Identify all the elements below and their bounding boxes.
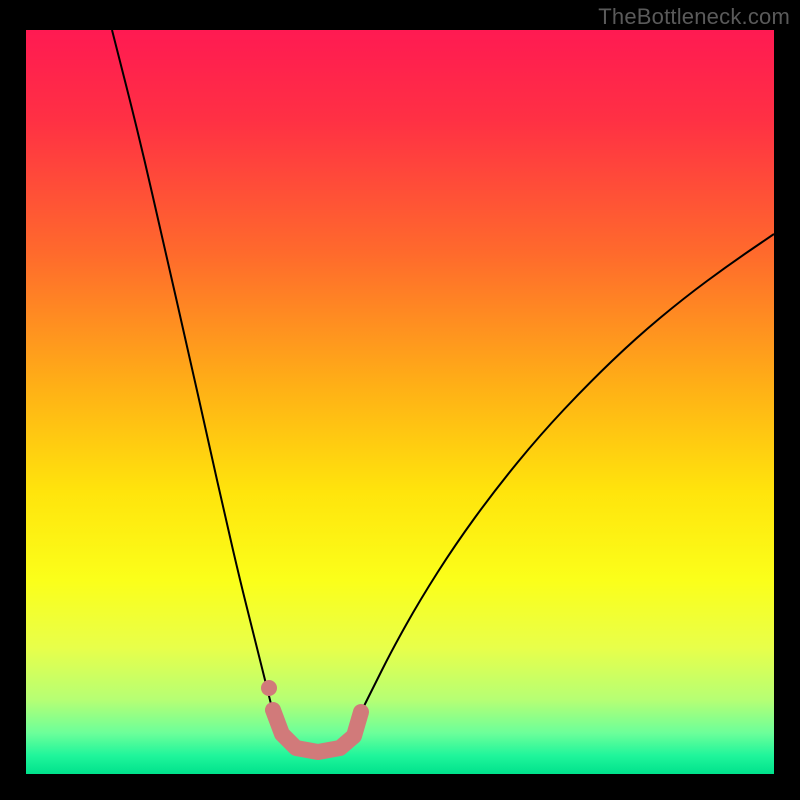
chart-container: TheBottleneck.com [0, 0, 800, 800]
valley-detached-dot [261, 680, 277, 696]
plot-area [26, 30, 774, 774]
watermark-text: TheBottleneck.com [598, 4, 790, 30]
bottleneck-chart [0, 0, 800, 800]
